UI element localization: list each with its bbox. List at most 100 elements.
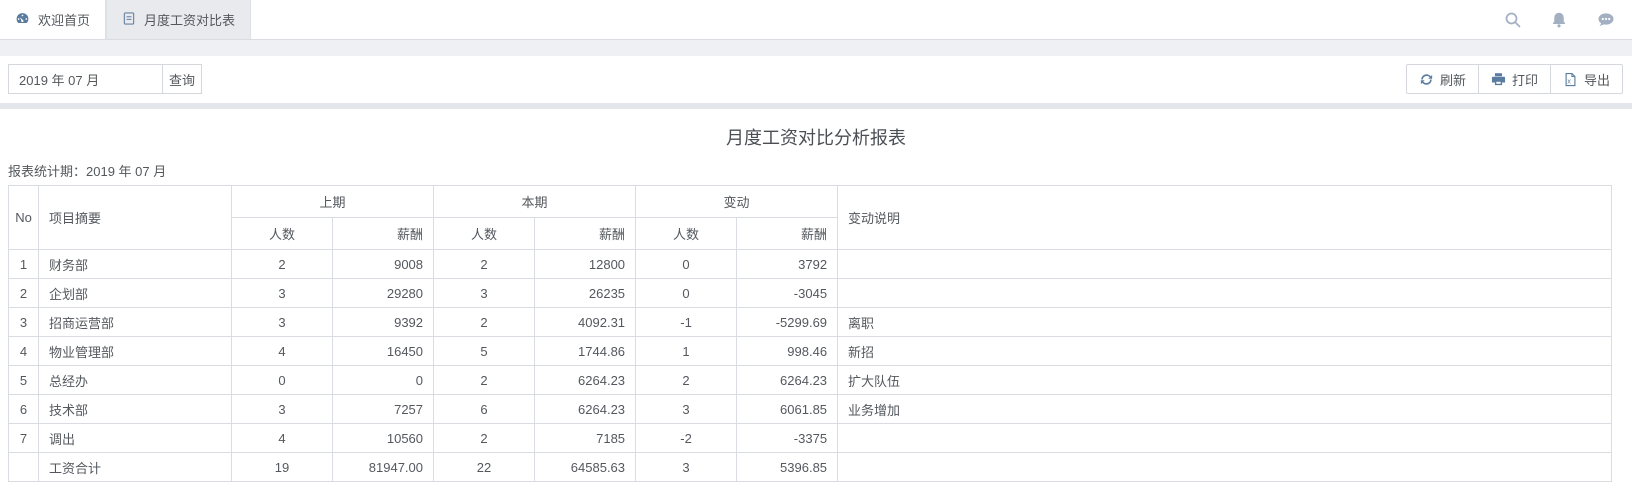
table-row: 4 物业管理部 4 16450 5 1744.86 1 998.46 新招 [8, 336, 1612, 366]
col-header-prev-count: 人数 [231, 217, 333, 250]
cell-summary: 工资合计 [38, 452, 232, 482]
button-label: 导出 [1583, 72, 1610, 88]
cell-prev-salary: 7257 [331, 394, 435, 424]
cell-prev-count: 4 [231, 423, 333, 453]
content-gap [0, 40, 1632, 56]
cell-chg-count: 3 [635, 452, 738, 482]
cell-prev-count: 4 [231, 336, 333, 366]
cell-curr-salary: 1744.86 [534, 336, 637, 366]
cell-no: 6 [8, 394, 39, 424]
table-row: 6 技术部 3 7257 6 6264.23 3 6061.85 业务增加 [8, 394, 1612, 424]
report-action-group: 刷新 打印 x 导出 [1405, 64, 1623, 94]
cell-note: 业务增加 [837, 394, 1612, 424]
table-total-row: 工资合计 19 81947.00 22 64585.63 3 5396.85 [8, 452, 1612, 482]
cell-note: 离职 [837, 307, 1612, 337]
col-header-prev-period: 上期 [230, 185, 435, 218]
cell-prev-salary: 16450 [331, 336, 435, 366]
tab-monthly-salary-comparison[interactable]: 月度工资对比表 [106, 0, 252, 39]
printer-icon [1491, 72, 1506, 87]
table-row: 5 总经办 0 0 2 6264.23 2 6264.23 扩大队伍 [8, 365, 1612, 395]
cell-curr-count: 22 [433, 452, 536, 482]
cell-no: 4 [8, 336, 39, 366]
cell-prev-count: 19 [231, 452, 333, 482]
query-button[interactable]: 查询 [162, 64, 202, 94]
cell-summary: 调出 [38, 423, 232, 453]
cell-prev-count: 0 [231, 365, 333, 395]
bell-icon[interactable] [1550, 11, 1568, 29]
cell-curr-salary: 12800 [534, 249, 637, 279]
cell-curr-count: 6 [433, 394, 536, 424]
report-period: 报表统计期：2019 年 07 月 [8, 164, 167, 179]
col-header-chg-count: 人数 [635, 217, 738, 250]
cell-note: 新招 [837, 336, 1612, 366]
col-header-change: 变动 [635, 185, 839, 218]
cell-prev-salary: 9392 [331, 307, 435, 337]
tab-label: 欢迎首页 [38, 13, 91, 28]
cell-prev-salary: 9008 [331, 249, 435, 279]
table-row: 3 招商运营部 3 9392 2 4092.31 -1 -5299.69 离职 [8, 307, 1612, 337]
table-row: 1 财务部 2 9008 2 12800 0 3792 [8, 249, 1612, 279]
cell-no: 3 [8, 307, 39, 337]
cell-chg-count: -2 [635, 423, 738, 453]
cell-prev-salary: 10560 [331, 423, 435, 453]
cell-summary: 招商运营部 [38, 307, 232, 337]
cell-chg-count: -1 [635, 307, 738, 337]
cell-prev-count: 3 [231, 307, 333, 337]
cell-prev-salary: 0 [331, 365, 435, 395]
refresh-button[interactable]: 刷新 [1405, 64, 1479, 94]
button-label: 刷新 [1439, 72, 1466, 88]
section-divider [0, 103, 1632, 109]
cell-curr-salary: 7185 [534, 423, 637, 453]
table-row: 2 企划部 3 29280 3 26235 0 -3045 [8, 278, 1612, 308]
cell-summary: 总经办 [38, 365, 232, 395]
cell-chg-count: 2 [635, 365, 738, 395]
cell-no: 5 [8, 365, 39, 395]
tab-welcome-home[interactable]: 欢迎首页 [0, 0, 107, 39]
report-toolbar: 查询 刷新 打印 [0, 56, 1632, 103]
print-button[interactable]: 打印 [1477, 64, 1551, 94]
salary-comparison-table: No 项目摘要 上期 本期 变动 变动说明 人数 薪酬 人数 薪酬 人数 薪酬 … [8, 185, 1612, 482]
cell-curr-salary: 4092.31 [534, 307, 637, 337]
cell-note [837, 452, 1612, 482]
cell-chg-count: 0 [635, 249, 738, 279]
col-header-prev-salary: 薪酬 [331, 217, 435, 250]
tab-bar: 欢迎首页 月度工资对比表 [0, 0, 1632, 40]
report-area: 月度工资对比分析报表 报表统计期：2019 年 07 月 No 项目摘要 上期 … [0, 109, 1632, 482]
cell-chg-salary: 3792 [736, 249, 839, 279]
cell-prev-count: 3 [231, 278, 333, 308]
document-icon [122, 11, 136, 29]
header-group-row: No 项目摘要 上期 本期 变动 变动说明 [8, 185, 1612, 250]
chat-icon[interactable] [1596, 11, 1616, 29]
table-row: 7 调出 4 10560 2 7185 -2 -3375 [8, 423, 1612, 453]
tab-label: 月度工资对比表 [144, 13, 236, 28]
col-header-change-note: 变动说明 [837, 185, 1612, 250]
cell-note: 扩大队伍 [837, 365, 1612, 395]
col-header-curr-salary: 薪酬 [534, 217, 637, 250]
cell-curr-count: 3 [433, 278, 536, 308]
cell-note [837, 249, 1612, 279]
report-title: 月度工资对比分析报表 [726, 128, 906, 148]
cell-summary: 物业管理部 [38, 336, 232, 366]
cell-no [8, 452, 39, 482]
col-header-no: No [8, 185, 39, 250]
export-button[interactable]: x 导出 [1549, 64, 1623, 94]
search-icon[interactable] [1504, 11, 1522, 29]
cell-chg-count: 3 [635, 394, 738, 424]
export-excel-icon: x [1563, 72, 1578, 87]
col-header-summary: 项目摘要 [38, 185, 232, 250]
cell-curr-count: 2 [433, 423, 536, 453]
cell-chg-salary: -3375 [736, 423, 839, 453]
cell-curr-count: 5 [433, 336, 536, 366]
cell-prev-salary: 29280 [331, 278, 435, 308]
cell-chg-count: 0 [635, 278, 738, 308]
cell-summary: 技术部 [38, 394, 232, 424]
cell-no: 1 [8, 249, 39, 279]
month-field[interactable] [8, 64, 163, 94]
cell-summary: 企划部 [38, 278, 232, 308]
button-label: 打印 [1511, 72, 1538, 88]
cell-curr-salary: 64585.63 [534, 452, 637, 482]
cell-curr-count: 2 [433, 307, 536, 337]
cell-prev-count: 3 [231, 394, 333, 424]
cell-chg-salary: 6061.85 [736, 394, 839, 424]
cell-curr-salary: 6264.23 [534, 394, 637, 424]
